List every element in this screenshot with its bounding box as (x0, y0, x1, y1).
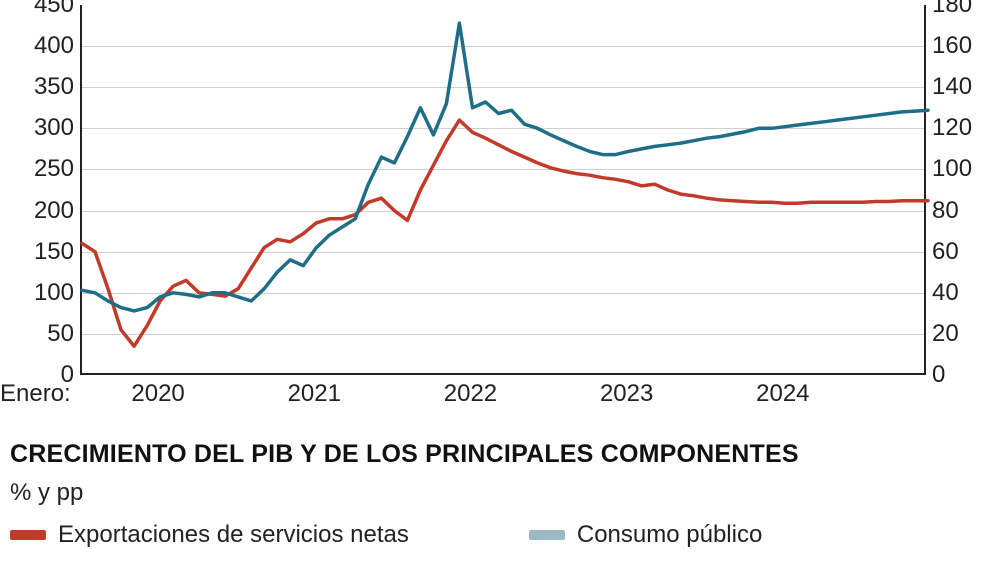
y-tick-left: 300 (4, 114, 74, 142)
y-tick-right: 60 (932, 238, 1002, 266)
section-title: CRECIMIENTO DEL PIB Y DE LOS PRINCIPALES… (10, 440, 996, 469)
x-tick: 2024 (756, 380, 809, 408)
legend-row: Exportaciones de servicios netas Consumo… (10, 521, 996, 549)
legend-item-exportaciones: Exportaciones de servicios netas (10, 521, 409, 549)
y-tick-right: 180 (932, 0, 1002, 19)
figure-root: 050100150200250300350400450 020406080100… (0, 0, 1006, 566)
y-tick-left: 50 (4, 320, 74, 348)
x-axis-prefix: Enero: (0, 380, 71, 408)
x-tick: 2021 (288, 380, 341, 408)
x-tick: 2020 (131, 380, 184, 408)
section-below-chart: CRECIMIENTO DEL PIB Y DE LOS PRINCIPALES… (10, 440, 996, 549)
blue-line (82, 23, 928, 311)
y-tick-left: 250 (4, 155, 74, 183)
legend-label: Consumo público (577, 521, 762, 549)
y-tick-right: 120 (932, 114, 1002, 142)
y-tick-left: 400 (4, 32, 74, 60)
y-tick-right: 20 (932, 320, 1002, 348)
legend-swatch (529, 530, 565, 540)
y-tick-left: 350 (4, 73, 74, 101)
y-tick-right: 140 (932, 73, 1002, 101)
legend-label: Exportaciones de servicios netas (58, 521, 409, 549)
legend-item-consumo-publico: Consumo público (529, 521, 762, 549)
line-chart: 050100150200250300350400450 020406080100… (0, 0, 1006, 440)
y-tick-left: 100 (4, 279, 74, 307)
y-tick-right: 160 (932, 32, 1002, 60)
y-tick-left: 150 (4, 238, 74, 266)
x-axis-labels: Enero: 2020 2021 2022 2023 2024 (0, 380, 1006, 414)
y-tick-right: 80 (932, 197, 1002, 225)
y-tick-right: 40 (932, 279, 1002, 307)
chart-series (82, 5, 928, 375)
x-tick: 2023 (600, 380, 653, 408)
x-tick: 2022 (444, 380, 497, 408)
red-line (82, 120, 928, 346)
y-tick-right: 100 (932, 155, 1002, 183)
y-tick-left: 450 (4, 0, 74, 19)
legend-swatch (10, 530, 46, 540)
y-tick-left: 200 (4, 197, 74, 225)
plot-area (80, 5, 926, 375)
section-subtitle: % y pp (10, 479, 996, 507)
